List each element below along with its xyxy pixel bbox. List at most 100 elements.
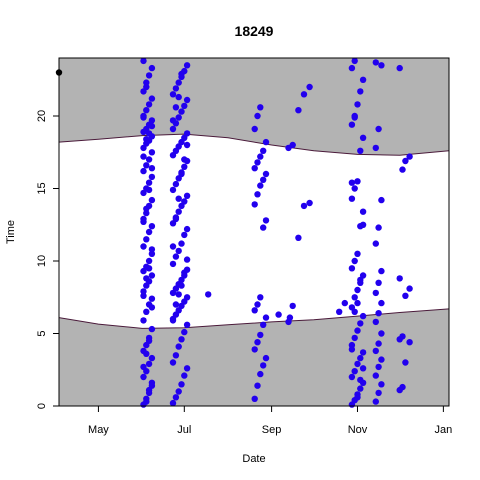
data-point [178,381,185,388]
data-point [145,156,153,163]
data-point [402,359,409,366]
data-point [359,365,367,372]
data-point [172,352,180,359]
data-point [396,64,403,72]
data-point [359,349,367,356]
data-point [402,292,409,299]
data-point [140,243,147,250]
data-point [183,225,191,233]
data-point [262,138,270,146]
data-point [169,117,177,124]
data-point [251,395,258,402]
y-tick-label: 10 [36,255,48,267]
data-point [183,294,191,301]
y-tick-label: 20 [36,110,48,122]
data-point [351,334,358,342]
data-point [372,289,379,297]
data-point [175,114,182,121]
data-point [359,134,367,141]
data-point [178,70,185,78]
data-point [357,320,364,327]
data-point [148,165,156,172]
data-point [295,234,302,241]
data-point [169,243,177,250]
data-point [406,285,413,292]
data-point [148,196,156,204]
data-point [140,317,147,324]
data-point [351,114,358,121]
y-axis-label: Time [5,220,17,244]
data-point [300,202,308,210]
data-point [175,247,182,255]
data-point [178,170,185,178]
data-point [354,178,361,185]
data-point [351,57,358,65]
data-point [372,144,379,152]
data-point [354,299,361,307]
data-point [175,93,182,101]
data-point [257,153,264,160]
data-point [375,389,382,397]
data-point [143,275,150,282]
data-point [181,372,188,379]
data-point [348,346,356,353]
data-point [254,339,261,346]
data-point [251,201,258,208]
data-point [262,217,270,224]
data-point [172,215,180,223]
data-point [140,288,147,295]
data-point [357,147,364,154]
data-point [348,121,356,128]
data-point [145,179,153,186]
data-point [175,208,182,215]
data-point [375,363,382,371]
data-point [357,385,364,392]
data-point [378,62,385,69]
data-point [257,182,264,189]
data-point [251,307,258,314]
data-point [260,224,267,231]
plot-frame [58,57,450,407]
data-point [354,327,361,334]
data-point [354,394,361,401]
data-point [254,382,261,389]
data-point [251,165,258,172]
data-point [257,370,264,378]
y-tick-label: 15 [36,182,48,194]
data-point [169,125,177,133]
data-point [148,117,156,124]
data-point [348,265,356,272]
data-point [175,79,182,86]
data-point [169,399,177,407]
data-point [378,356,385,363]
data-point [406,339,413,346]
data-point [172,301,180,308]
data-point [254,112,261,120]
data-point [257,331,264,339]
data-point [183,256,191,263]
data-point [178,336,185,343]
data-point [183,192,191,199]
data-point [140,373,147,381]
sunset-curve [58,133,450,156]
data-point [183,62,191,69]
data-point [181,102,188,110]
data-point [262,354,270,362]
data-point [372,372,379,379]
x-tick-label: May [88,424,109,436]
data-point [254,191,261,198]
data-point [148,149,156,156]
data-point [254,301,261,308]
data-point [359,221,367,228]
data-points [55,57,413,408]
data-point [295,107,302,114]
data-point [375,340,382,347]
data-point [140,363,147,371]
data-point [336,308,343,315]
data-point [172,180,180,188]
data-point [260,147,267,154]
data-point [143,205,150,212]
data-point [359,312,367,320]
x-axis-label: Date [242,453,265,465]
data-point [359,76,367,84]
